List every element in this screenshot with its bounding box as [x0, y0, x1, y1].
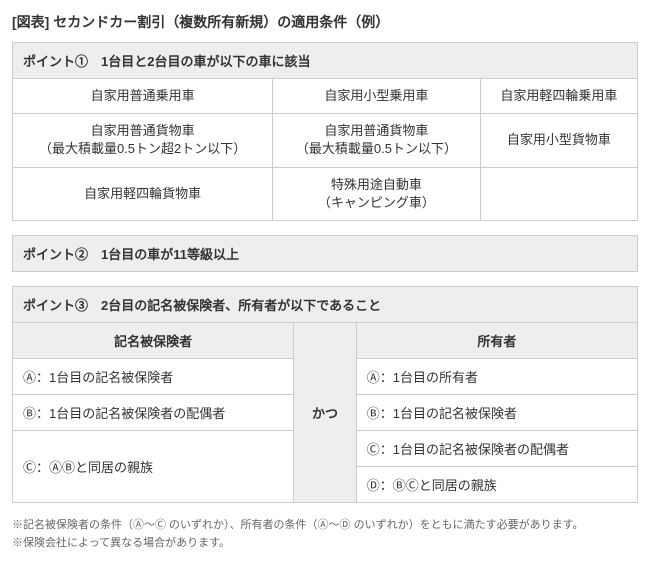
point3-table: ポイント③ 2台目の記名被保険者、所有者が以下であること 記名被保険者 かつ 所… [12, 286, 638, 503]
p1-cell-2-2 [480, 167, 637, 220]
p1-cell-1-2: 自家用小型貨物車 [480, 114, 637, 167]
p1-cell-2-0: 自家用軽四輪貨物車 [13, 167, 273, 220]
p1-cell-1-1: 自家用普通貨物車（最大積載量0.5トン以下） [273, 114, 481, 167]
point3-header: ポイント③ 2台目の記名被保険者、所有者が以下であること [13, 286, 638, 322]
p3-left-0: Ⓐ：1台目の記名被保険者 [13, 358, 294, 394]
p1-cell-0-1: 自家用小型乗用車 [273, 79, 481, 114]
point1-table: ポイント① 1台目と2台目の車が以下の車に該当 自家用普通乗用車自家用小型乗用車… [12, 42, 638, 221]
p3-left-1: Ⓑ：1台目の記名被保険者の配偶者 [13, 394, 294, 430]
point3-left-header: 記名被保険者 [13, 322, 294, 358]
p1-cell-2-1: 特殊用途自動車（キャンピング車） [273, 167, 481, 220]
p3-right-0: Ⓐ：1台目の所有者 [356, 358, 637, 394]
p3-right-1: Ⓑ：1台目の記名被保険者 [356, 394, 637, 430]
p1-cell-0-0: 自家用普通乗用車 [13, 79, 273, 114]
point3-connector: かつ [294, 322, 357, 502]
point2-table: ポイント② 1台目の車が11等級以上 [12, 235, 638, 272]
point1-header: ポイント① 1台目と2台目の車が以下の車に該当 [13, 43, 638, 79]
p3-right-2: Ⓒ：1台目の記名被保険者の配偶者 [356, 430, 637, 466]
notes: ※記名被保険者の条件（Ⓐ～Ⓒ のいずれか）、所有者の条件（Ⓐ～Ⓓ のいずれか）を… [12, 517, 638, 552]
p1-cell-1-0: 自家用普通貨物車（最大積載量0.5トン超2トン以下） [13, 114, 273, 167]
point2-header: ポイント② 1台目の車が11等級以上 [13, 235, 638, 271]
note-1: ※保険会社によって異なる場合があります。 [12, 535, 638, 553]
p3-left-2: Ⓒ：ⒶⒷと同居の親族 [13, 430, 294, 502]
p1-cell-0-2: 自家用軽四輪乗用車 [480, 79, 637, 114]
p3-right-3: Ⓓ：ⒷⒸと同居の親族 [356, 466, 637, 502]
figure-title: [図表] セカンドカー割引（複数所有新規）の適用条件（例） [12, 12, 638, 32]
note-0: ※記名被保険者の条件（Ⓐ～Ⓒ のいずれか）、所有者の条件（Ⓐ～Ⓓ のいずれか）を… [12, 517, 638, 535]
point3-right-header: 所有者 [356, 322, 637, 358]
